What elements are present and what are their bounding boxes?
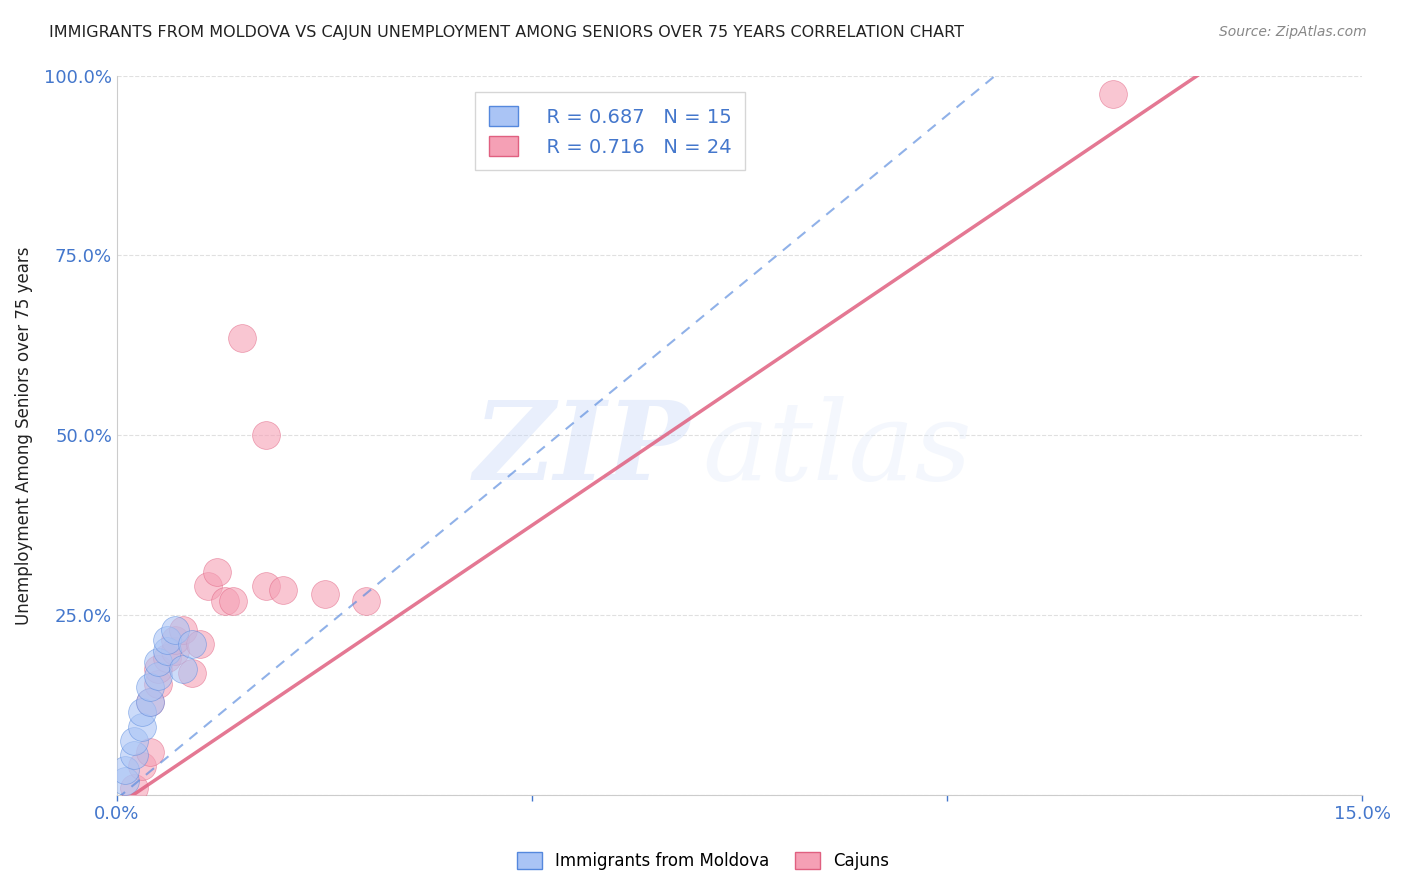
Point bbox=[156, 644, 179, 658]
Point bbox=[139, 680, 162, 694]
Point bbox=[114, 763, 136, 777]
Point bbox=[131, 706, 153, 720]
Legend:   R = 0.687   N = 15,   R = 0.716   N = 24: R = 0.687 N = 15, R = 0.716 N = 24 bbox=[475, 93, 745, 170]
Point bbox=[165, 644, 187, 658]
Point bbox=[139, 694, 162, 708]
Y-axis label: Unemployment Among Seniors over 75 years: Unemployment Among Seniors over 75 years bbox=[15, 246, 32, 624]
Point bbox=[254, 428, 277, 442]
Point bbox=[214, 594, 236, 608]
Point bbox=[180, 637, 202, 651]
Point bbox=[139, 694, 162, 708]
Point bbox=[122, 748, 145, 763]
Point bbox=[231, 331, 253, 345]
Point bbox=[114, 773, 136, 788]
Point bbox=[254, 579, 277, 593]
Point bbox=[148, 655, 170, 669]
Point bbox=[222, 594, 245, 608]
Point bbox=[172, 623, 194, 637]
Point bbox=[354, 594, 377, 608]
Point bbox=[139, 745, 162, 759]
Point bbox=[131, 759, 153, 773]
Point bbox=[148, 669, 170, 683]
Point bbox=[205, 565, 228, 579]
Point bbox=[180, 665, 202, 680]
Point bbox=[165, 623, 187, 637]
Point bbox=[156, 651, 179, 665]
Legend: Immigrants from Moldova, Cajuns: Immigrants from Moldova, Cajuns bbox=[510, 845, 896, 877]
Point bbox=[148, 676, 170, 690]
Point bbox=[148, 662, 170, 676]
Point bbox=[314, 586, 336, 600]
Point bbox=[188, 637, 211, 651]
Text: Source: ZipAtlas.com: Source: ZipAtlas.com bbox=[1219, 25, 1367, 39]
Point bbox=[131, 720, 153, 734]
Point bbox=[1102, 87, 1125, 101]
Text: atlas: atlas bbox=[703, 396, 972, 503]
Point bbox=[122, 780, 145, 795]
Point bbox=[156, 633, 179, 648]
Text: ZIP: ZIP bbox=[474, 396, 690, 503]
Point bbox=[122, 734, 145, 748]
Point bbox=[271, 582, 294, 597]
Text: IMMIGRANTS FROM MOLDOVA VS CAJUN UNEMPLOYMENT AMONG SENIORS OVER 75 YEARS CORREL: IMMIGRANTS FROM MOLDOVA VS CAJUN UNEMPLO… bbox=[49, 25, 965, 40]
Point bbox=[197, 579, 219, 593]
Point bbox=[172, 662, 194, 676]
Point bbox=[165, 633, 187, 648]
